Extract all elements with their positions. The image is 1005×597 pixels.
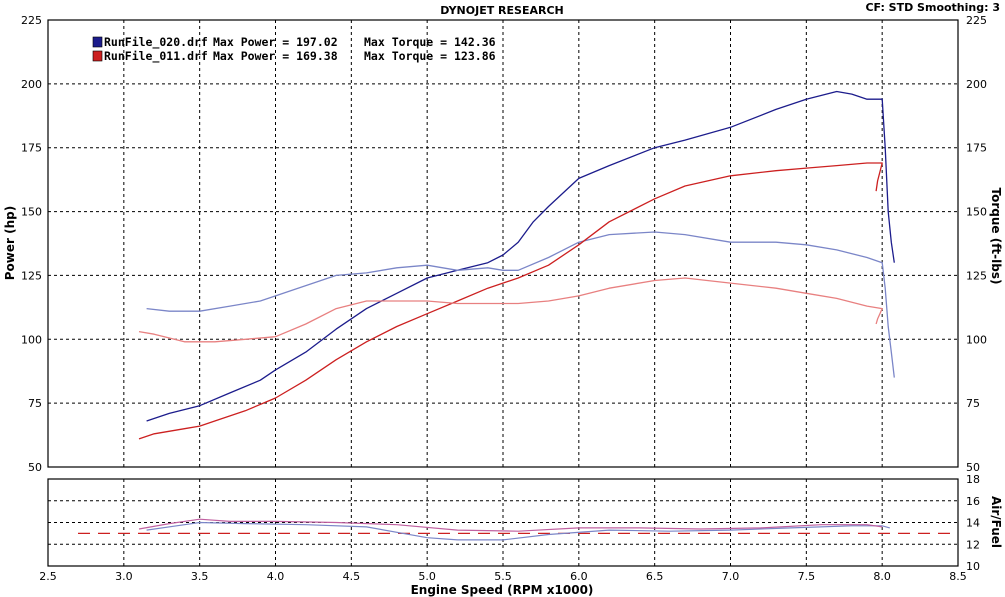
x-axis-ticks: 2.5 3.0 3.5 4.0 4.5 5.0 5.5 6.0 6.5 7.0 7.5 8.0 8.5 <box>39 570 967 583</box>
x-tick: 3.0 <box>115 570 133 583</box>
x-tick: 4.5 <box>343 570 361 583</box>
af-y-tick: 12 <box>966 538 980 551</box>
x-axis-label: Engine Speed (RPM x1000) <box>411 583 594 597</box>
y-tick-left: 175 <box>21 142 42 155</box>
main-plot: 50 75 100 125 150 175 200 225 50 75 100 125 150 175 2… <box>21 14 987 474</box>
y-tick-right: 75 <box>966 397 980 410</box>
af-ticks-right: 10 12 14 16 18 <box>966 473 980 573</box>
series-line-run020-power <box>146 90 895 422</box>
legend-max-torque: Max Torque = 142.36 <box>364 35 496 49</box>
legend-swatch <box>92 50 103 62</box>
af-plot: 10 12 14 16 18 <box>47 473 980 573</box>
af-series <box>78 518 958 541</box>
legend-max-power: Max Power = 197.02 <box>213 35 338 49</box>
y-axis-label-right: Torque (ft-lbs) <box>989 188 1003 285</box>
x-tick: 8.5 <box>949 570 967 583</box>
y-tick-left: 225 <box>21 14 42 27</box>
legend-run-name: RunFile_020.drf <box>104 35 208 50</box>
series-line-run011-torque <box>138 277 883 343</box>
chart-title: DYNOJET RESEARCH <box>440 4 563 17</box>
x-tick: 4.0 <box>267 570 285 583</box>
y-tick-left: 200 <box>21 78 42 91</box>
main-plot-frame <box>47 19 959 468</box>
y-tick-right: 100 <box>966 333 987 346</box>
x-tick: 3.5 <box>191 570 209 583</box>
correction-info: CF: STD Smoothing: 3 <box>865 1 1000 14</box>
af-y-tick: 18 <box>966 473 980 486</box>
y-axis-label-left: Power (hp) <box>3 206 17 280</box>
legend-max-torque: Max Torque = 123.86 <box>364 49 496 63</box>
af-y-tick: 16 <box>966 495 980 508</box>
x-tick: 8.0 <box>873 570 891 583</box>
x-tick: 7.0 <box>722 570 740 583</box>
main-grid <box>48 20 958 467</box>
main-ticks-left: 50 75 100 125 150 175 200 225 <box>21 14 42 474</box>
legend-max-power: Max Power = 169.38 <box>213 49 338 63</box>
x-tick: 5.5 <box>494 570 512 583</box>
af-series-line-run020 <box>146 521 890 541</box>
af-y-tick: 14 <box>966 517 980 530</box>
af-y-tick: 10 <box>966 560 980 573</box>
legend-run-name: RunFile_011.drf <box>104 49 208 64</box>
series-line-run011-power <box>138 162 883 440</box>
af-plot-frame <box>47 478 959 567</box>
y-tick-right: 200 <box>966 78 987 91</box>
x-tick: 7.5 <box>798 570 816 583</box>
legend: RunFile_020.drf Max Power = 197.02 Max Tor… <box>92 35 496 64</box>
y-tick-left: 50 <box>28 461 42 474</box>
main-ticks-right: 50 75 100 125 150 175 200 225 <box>966 14 987 474</box>
series-line-run020-torque <box>146 231 895 378</box>
af-series-line-run011 <box>138 518 883 532</box>
y-tick-left: 150 <box>21 206 42 219</box>
legend-swatch <box>92 36 103 48</box>
y-tick-right: 175 <box>966 142 987 155</box>
main-series <box>138 90 895 440</box>
af-grid <box>48 479 958 566</box>
y-tick-right: 125 <box>966 269 987 282</box>
af-axis-label: Air/Fuel <box>989 496 1003 548</box>
x-tick: 6.0 <box>570 570 588 583</box>
y-tick-right: 150 <box>966 206 987 219</box>
y-tick-left: 125 <box>21 269 42 282</box>
y-tick-left: 75 <box>28 397 42 410</box>
y-tick-right: 50 <box>966 461 980 474</box>
y-tick-left: 100 <box>21 333 42 346</box>
x-tick: 2.5 <box>39 570 57 583</box>
y-tick-right: 225 <box>966 14 987 27</box>
x-tick: 5.0 <box>418 570 436 583</box>
x-tick: 6.5 <box>646 570 664 583</box>
